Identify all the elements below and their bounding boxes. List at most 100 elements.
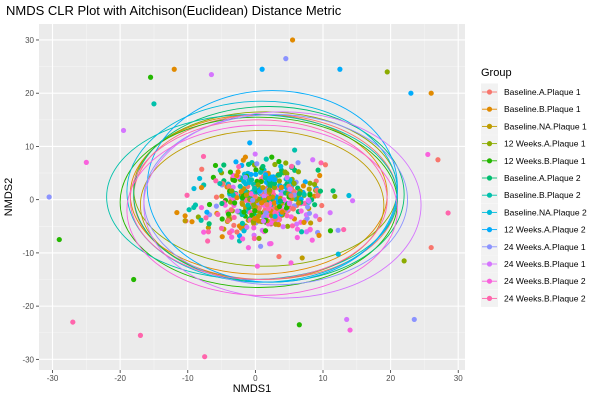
data-point (233, 159, 239, 165)
data-point (278, 163, 284, 170)
data-point (330, 188, 336, 194)
data-point (242, 174, 249, 180)
data-point (217, 167, 223, 173)
data-point (286, 200, 292, 207)
data-point (206, 221, 212, 227)
data-point (276, 178, 283, 184)
data-point (272, 161, 278, 168)
data-point (234, 229, 240, 235)
data-point (227, 169, 234, 175)
legend-key-point (486, 89, 493, 95)
data-point (212, 162, 219, 169)
data-point (266, 195, 272, 201)
data-point (272, 180, 278, 187)
data-point (205, 229, 212, 235)
data-point (213, 178, 219, 184)
legend-key-point (486, 278, 493, 284)
data-point (315, 167, 321, 173)
data-point (317, 172, 323, 179)
data-point (266, 206, 272, 212)
data-point (242, 154, 249, 160)
data-point (295, 169, 302, 175)
data-point-outlier (83, 159, 89, 165)
legend: Group Baseline.A.Plaque 1 Baseline.B.Plaq… (481, 67, 587, 307)
data-point (349, 198, 356, 204)
data-point (316, 232, 322, 238)
data-point (256, 213, 262, 219)
data-point (260, 185, 266, 191)
x-tick-label: 30 (454, 374, 463, 383)
data-point (282, 169, 288, 175)
data-point (261, 193, 267, 199)
data-point (217, 180, 223, 187)
data-point (225, 211, 232, 217)
legend-key-point (486, 261, 493, 267)
data-point (230, 177, 236, 183)
data-point (295, 160, 301, 166)
data-point-outlier (283, 56, 289, 62)
data-point (251, 235, 257, 242)
data-point (271, 200, 278, 206)
data-point (205, 225, 211, 231)
data-point-outlier (137, 332, 144, 338)
data-point (284, 175, 290, 181)
data-point (189, 219, 195, 225)
data-point (234, 172, 240, 179)
data-point (229, 188, 235, 194)
data-point (294, 221, 300, 227)
data-point (284, 213, 290, 219)
data-point (305, 197, 311, 203)
legend-label: 12 Weeks.A.Plaque 1 (504, 139, 586, 149)
data-point (254, 161, 260, 167)
data-point (231, 214, 237, 221)
data-point (298, 208, 304, 214)
y-tick-label: 10 (25, 142, 34, 151)
data-point (302, 179, 308, 185)
y-tick-label: 0 (30, 196, 35, 205)
data-point (231, 222, 237, 228)
legend-label: 24 Weeks.B.Plaque 2 (504, 293, 586, 303)
data-point-outlier (70, 319, 76, 325)
data-point (296, 200, 302, 206)
legend-key-point (486, 209, 493, 215)
data-point (327, 228, 334, 234)
data-point (192, 202, 199, 208)
data-point (292, 147, 298, 153)
data-point (252, 208, 258, 214)
data-point (248, 177, 255, 183)
data-point (276, 158, 282, 165)
y-tick-label: 30 (25, 36, 34, 45)
data-point (251, 202, 257, 208)
data-point (219, 234, 225, 240)
data-point (283, 205, 290, 211)
data-point (204, 209, 210, 215)
data-point (226, 230, 233, 236)
legend-label: Baseline.A.Plaque 1 (504, 87, 581, 97)
data-point (252, 215, 258, 222)
data-point (290, 206, 296, 212)
data-point (263, 228, 269, 234)
data-point-outlier (202, 354, 208, 360)
data-point (272, 176, 278, 183)
data-point (317, 216, 323, 223)
data-point (260, 218, 267, 224)
data-point (289, 223, 296, 229)
legend-key-point (486, 158, 493, 164)
data-point (310, 157, 316, 163)
data-point (198, 184, 205, 191)
data-point (199, 166, 205, 172)
legend-label: Baseline.NA.Plaque 2 (504, 207, 587, 217)
data-point (277, 198, 283, 204)
confidence-ellipses (106, 90, 422, 299)
data-point (251, 185, 258, 191)
chart-title: NMDS CLR Plot with Aitchison(Euclidean) … (6, 3, 342, 18)
data-point (294, 234, 300, 241)
data-point (260, 163, 266, 170)
legend-key-point (486, 123, 493, 129)
data-point (197, 175, 203, 182)
data-point (307, 180, 313, 186)
legend-key-point (486, 175, 493, 181)
data-point (248, 171, 254, 178)
data-point (234, 208, 240, 214)
